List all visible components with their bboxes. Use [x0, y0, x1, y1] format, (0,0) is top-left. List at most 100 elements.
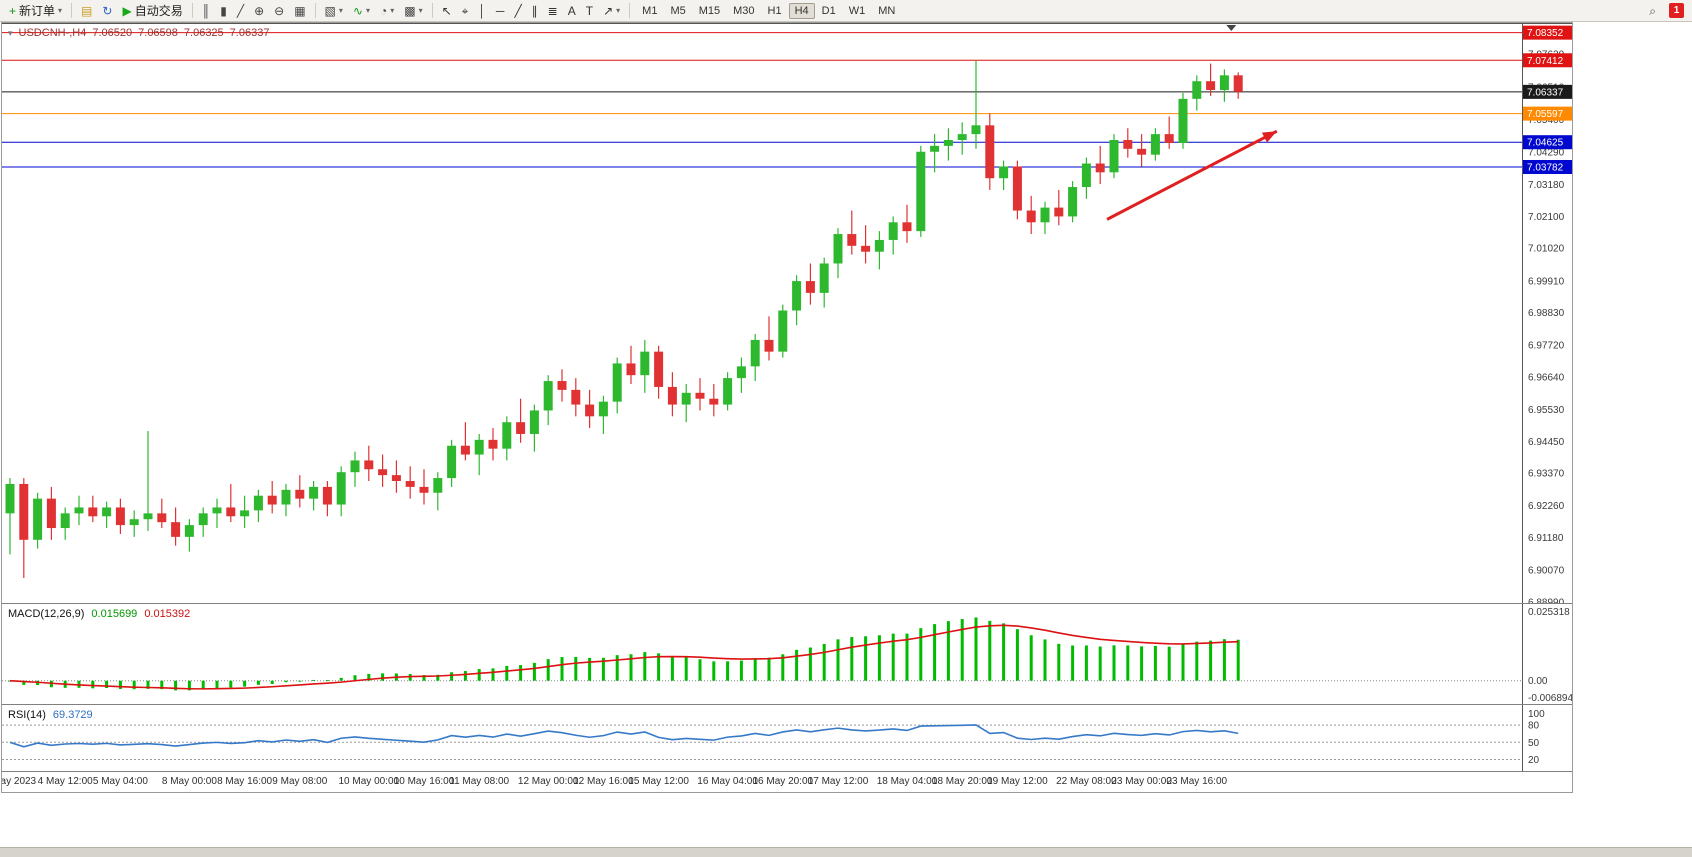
time-label: 23 May 16:00	[1166, 776, 1228, 787]
candle-body	[19, 483, 29, 540]
rsi-axis-label: 100	[1528, 709, 1545, 720]
text-label-icon: T	[585, 3, 594, 18]
candle-body	[46, 498, 56, 529]
candle-body	[971, 125, 981, 135]
time-label: 19 May 12:00	[987, 776, 1048, 787]
candle-body	[654, 351, 664, 387]
new-chart-button[interactable]: ▧ ▾	[320, 2, 348, 20]
search-button[interactable]: ⌕	[1644, 2, 1661, 20]
tile-windows-button[interactable]: ▦	[289, 2, 310, 20]
dropdown-caret-icon: ▾	[616, 6, 621, 15]
fibonacci-icon: ≣	[547, 3, 558, 18]
periods-icon: ◔	[379, 3, 388, 18]
candle-body	[805, 281, 815, 293]
price-grid-label: 7.01020	[1528, 244, 1565, 255]
timeframe-m30-button[interactable]: M30	[733, 4, 755, 17]
candle-body	[874, 239, 884, 252]
timeframe-m1-button[interactable]: M1	[642, 4, 658, 17]
candle-body	[419, 486, 429, 493]
crosshair-icon: ⌖	[461, 3, 469, 18]
zoom-in-button[interactable]: ⊕	[249, 2, 269, 20]
periods-button[interactable]: ◔ ▾	[375, 2, 399, 20]
notification-badge[interactable]: 1	[1669, 3, 1684, 18]
fibonacci-button[interactable]: ≣	[543, 2, 563, 20]
chart-shift-marker[interactable]	[1226, 25, 1237, 31]
candle-body	[129, 519, 139, 526]
zoom-in-icon: ⊕	[254, 3, 265, 18]
refresh-button[interactable]: ↻	[97, 2, 117, 20]
cursor-button[interactable]: ↖	[437, 2, 457, 20]
time-label: 10 May 00:00	[338, 776, 400, 787]
rsi-name: RSI(14)	[8, 709, 46, 721]
candle-body	[1233, 75, 1243, 92]
price-grid-label: 6.93370	[1528, 469, 1565, 480]
price-grid-label: 7.04290	[1528, 148, 1565, 159]
candlestick-chart-button[interactable]: ▮	[215, 2, 232, 20]
candle-body	[1150, 134, 1160, 155]
candle-body	[253, 495, 263, 511]
toolbar: + 新订单 ▾ ▤ ↻ ▶ 自动交易 ║ ▮ ╱ ⊕ ⊖ ▦ ▧ ▾ ∿ ▾ ◔ ▾ ▩ ▾ ↖ ⌖ │ ─ ╱ ∥ ≣ A T ↗ ▾ M1 M…	[0, 0, 1692, 22]
profiles-icon: ▤	[81, 3, 93, 18]
candle-body	[543, 381, 553, 411]
rsi-line	[9, 724, 1239, 748]
candle-body	[1123, 139, 1133, 149]
timeframe-h1-button[interactable]: H1	[767, 4, 782, 17]
timeframe-d1-button[interactable]: D1	[821, 4, 836, 17]
timeframe-w1-button[interactable]: W1	[848, 4, 866, 17]
macd-label-line: MACD(12,26,9) 0.015699 0.015392	[8, 608, 190, 620]
zoom-out-button[interactable]: ⊖	[269, 2, 289, 20]
symbol-period: USDCNH-,H4	[18, 27, 87, 39]
macd-axis-label: 0.025318	[1528, 607, 1570, 618]
new-order-button[interactable]: + 新订单 ▾	[4, 2, 67, 20]
price-grid-label: 6.91180	[1528, 533, 1564, 544]
candle-body	[1164, 134, 1174, 143]
bar-chart-button[interactable]: ║	[197, 2, 216, 20]
templates-button[interactable]: ▩ ▾	[399, 2, 427, 20]
candle-body	[1012, 166, 1022, 211]
macd-signal-line	[9, 624, 1239, 690]
profiles-button[interactable]: ▤	[76, 2, 97, 20]
arrows-button[interactable]: ↗ ▾	[598, 2, 625, 20]
templates-icon: ▩	[404, 3, 416, 18]
candle-body	[1178, 98, 1188, 143]
candle-body	[364, 460, 374, 470]
price-grid-label: 6.88990	[1528, 597, 1565, 603]
crosshair-button[interactable]: ⌖	[457, 2, 474, 20]
status-strip	[0, 847, 1692, 857]
text-icon: A	[567, 3, 576, 18]
support-line-2-axis-chip-text: 7.03782	[1527, 162, 1564, 173]
price-grid-label: 6.95530	[1528, 405, 1565, 416]
timeframe-m15-button[interactable]: M15	[698, 4, 721, 17]
vertical-line-button[interactable]: │	[473, 2, 491, 20]
candle-body	[571, 389, 581, 405]
auto-trading-button[interactable]: ▶ 自动交易	[117, 2, 187, 20]
time-label: 16 May 04:00	[697, 776, 758, 787]
time-label: 3 May 2023	[2, 776, 37, 787]
trendline-button[interactable]: ╱	[509, 2, 526, 20]
equidistant-channel-button[interactable]: ∥	[527, 2, 543, 20]
candle-body	[502, 422, 512, 449]
timeframe-h4-button[interactable]: H4	[788, 2, 815, 19]
candle-body	[171, 522, 181, 537]
candle-body	[985, 125, 995, 179]
indicators-button[interactable]: ∿ ▾	[348, 2, 375, 20]
time-label: 10 May 16:00	[393, 776, 455, 787]
candle-body	[184, 525, 194, 537]
toolbar-right: ⌕ 1	[1644, 2, 1688, 20]
candle-body	[447, 445, 457, 479]
text-label-button[interactable]: T	[581, 2, 598, 20]
candle-body	[585, 404, 595, 417]
trend-arrow[interactable]	[1106, 129, 1278, 221]
timeframe-mn-button[interactable]: MN	[878, 4, 896, 17]
candle-body	[750, 339, 760, 367]
horizontal-line-button[interactable]: ─	[491, 2, 510, 20]
time-label: 4 May 12:00	[37, 776, 93, 787]
candle-body	[557, 381, 567, 390]
timeframe-m5-button[interactable]: M5	[670, 4, 686, 17]
timeframe-group: M1 M5 M15 M30 H1 H4 D1 W1 MN	[636, 2, 901, 19]
text-button[interactable]: A	[563, 2, 581, 20]
resistance-line-1-axis-chip	[1523, 25, 1572, 40]
candle-body	[736, 366, 746, 379]
line-chart-button[interactable]: ╱	[232, 2, 249, 20]
